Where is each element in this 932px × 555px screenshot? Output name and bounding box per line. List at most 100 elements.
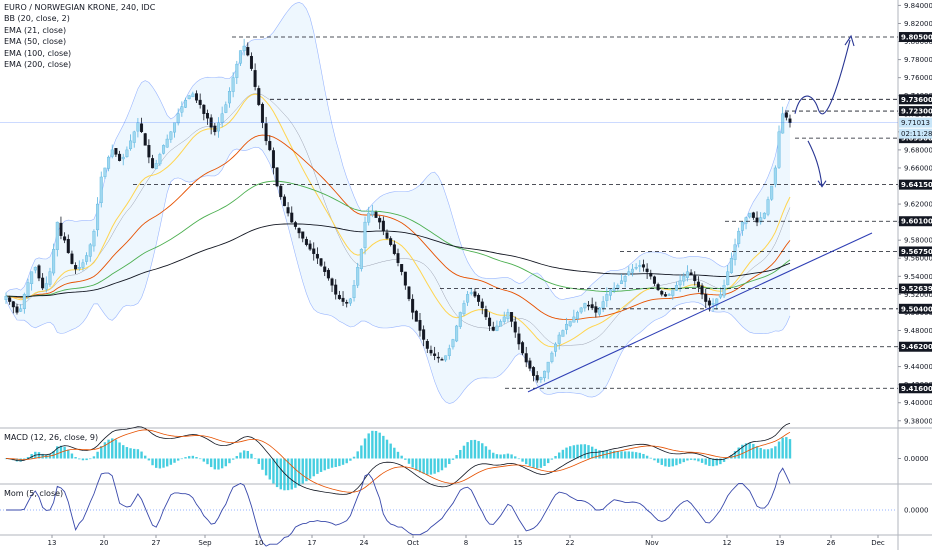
macd-bar — [686, 458, 689, 461]
macd-bar — [37, 452, 41, 459]
candle-body — [44, 283, 48, 290]
candle-body — [140, 123, 144, 133]
macd-bar — [290, 458, 293, 490]
macd-bar — [499, 454, 502, 459]
candle-body — [770, 185, 774, 200]
macd-bar — [63, 446, 66, 459]
legend-ema21[interactable]: EMA (21, close) — [4, 25, 67, 35]
x-tick-label: 26 — [827, 539, 836, 547]
candle-body — [751, 212, 755, 218]
candle-body — [539, 377, 543, 380]
candle-body — [711, 303, 715, 305]
x-tick-label: Sep — [198, 539, 212, 547]
macd-bar — [246, 450, 249, 459]
x-tick-label: Oct — [407, 539, 419, 547]
candle-body — [253, 70, 257, 87]
macd-bar — [279, 458, 282, 490]
macd-bar — [536, 458, 539, 469]
level-tag-label: 9.72300 — [901, 108, 932, 116]
macd-bar — [642, 453, 645, 459]
level-tag — [899, 106, 932, 117]
price-tick-label: 9.68000 — [904, 146, 932, 154]
macd-bar — [341, 458, 345, 465]
candle-body — [301, 231, 305, 239]
macd-bar — [675, 458, 678, 466]
x-tick-label: Dec — [871, 539, 885, 547]
candle-body — [510, 312, 514, 322]
candle-body — [447, 348, 451, 356]
momentum-line — [6, 467, 791, 547]
candle-body — [30, 271, 34, 284]
candle-body — [499, 321, 503, 327]
macd-bar — [517, 458, 521, 460]
price-tick-label: 9.82000 — [904, 20, 932, 28]
level-tag — [899, 216, 932, 227]
candle-body — [242, 45, 246, 51]
candle-body — [227, 90, 231, 104]
macd-bar — [41, 453, 44, 459]
legend-ema50[interactable]: EMA (50, close) — [4, 37, 67, 47]
candle-body — [319, 258, 323, 266]
macd-bar — [664, 458, 667, 467]
mom-title: Mom (5, close) — [4, 489, 63, 498]
candle-body — [99, 176, 103, 203]
candle-body — [374, 212, 378, 218]
level-tag-label: 9.46200 — [901, 343, 932, 351]
candle-body — [136, 122, 140, 132]
macd-bar — [700, 458, 704, 463]
candle-body — [290, 212, 294, 223]
macd-bar — [429, 458, 433, 475]
candle-body — [403, 271, 407, 286]
candle-body — [154, 163, 158, 169]
macd-title: MACD (12, 26, close, 9) — [4, 433, 98, 442]
legend-bb[interactable]: BB (20, close, 2) — [4, 14, 70, 24]
macd-bar — [660, 458, 663, 465]
macd-bar — [129, 448, 132, 459]
macd-bar — [345, 458, 348, 464]
candle-body — [88, 244, 92, 257]
candle-body — [671, 289, 675, 296]
macd-bar — [400, 455, 403, 459]
candle-body — [176, 113, 180, 124]
x-tick-label: Nov — [645, 539, 659, 547]
macd-bar — [488, 449, 491, 459]
macd-bar — [554, 456, 557, 459]
candle-body — [579, 307, 583, 313]
macd-bar — [741, 444, 744, 459]
bollinger-band-fill — [6, 2, 790, 404]
candle-body — [85, 255, 89, 262]
level-tag-label: 9.56750 — [901, 248, 932, 256]
candle-body — [205, 112, 209, 119]
macd-signal-line — [5, 429, 791, 493]
macd-histogram — [4, 430, 792, 491]
price-tick-label: 9.44000 — [904, 363, 932, 371]
macd-bar — [627, 451, 631, 459]
candle-body — [359, 249, 363, 269]
bollinger-lower — [5, 146, 791, 404]
candle-body — [337, 294, 341, 300]
candle-body — [784, 112, 788, 118]
macd-bar — [286, 458, 290, 491]
candle-body — [583, 303, 587, 309]
legend-ema100[interactable]: EMA (100, close) — [4, 48, 72, 58]
candle-body — [726, 271, 730, 285]
macd-bar — [697, 458, 700, 462]
macd-bar — [543, 458, 546, 467]
x-tick-label: 12 — [723, 539, 732, 547]
candle-body — [363, 221, 367, 248]
price-tick-label: 9.78000 — [904, 56, 932, 64]
candle-body — [407, 286, 411, 300]
candle-body — [612, 287, 616, 291]
candle-body — [15, 306, 19, 313]
candle-body — [641, 264, 645, 268]
candle-body — [788, 118, 792, 124]
macd-bar — [23, 458, 26, 460]
legend-ema200[interactable]: EMA (200, close) — [4, 60, 72, 70]
macd-bar — [231, 458, 235, 460]
candle-body — [693, 275, 697, 282]
candle-body — [524, 353, 528, 363]
chart-title: EURO / NORWEGIAN KRONE, 240, IDC — [4, 3, 156, 12]
macd-bar — [733, 451, 737, 459]
